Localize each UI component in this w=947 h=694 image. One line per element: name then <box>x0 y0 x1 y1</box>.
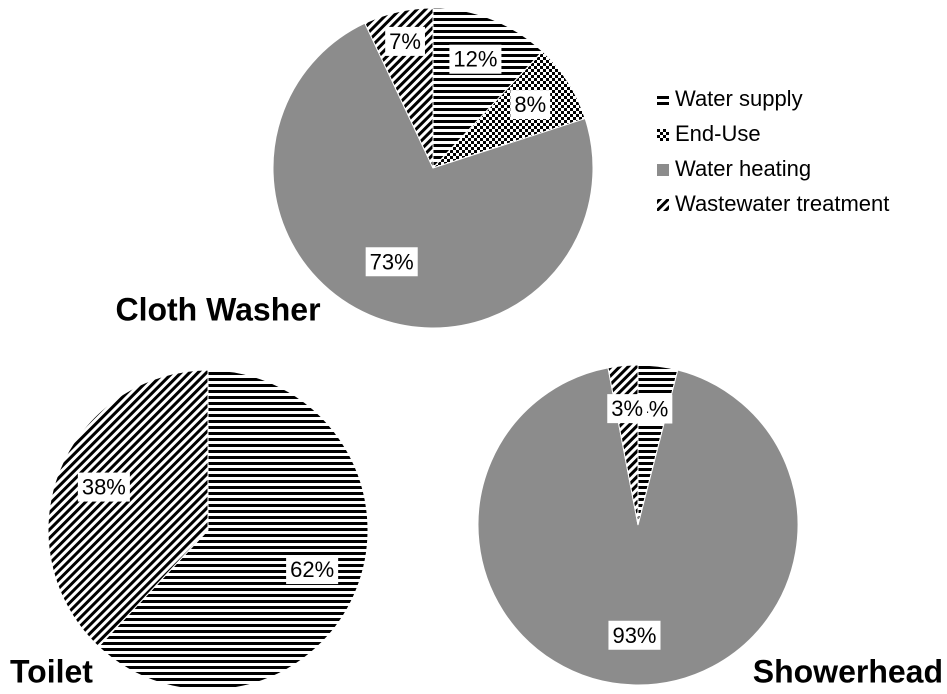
data-label: 62% <box>286 555 339 585</box>
value-label: 3% <box>611 396 643 421</box>
label-box <box>385 26 425 56</box>
chart-title: Toilet <box>10 653 93 689</box>
pie-slice <box>477 367 799 686</box>
data-label: 12% <box>449 44 502 74</box>
label-box <box>77 472 130 502</box>
legend-swatch <box>657 129 669 141</box>
chart-title: Showerhead <box>753 653 943 689</box>
legend-swatch <box>657 164 669 176</box>
chart-title: Cloth Washer <box>115 291 320 327</box>
value-label: 8% <box>514 92 546 117</box>
label-box <box>365 247 418 277</box>
value-label: 73% <box>370 249 414 274</box>
legend-label: Water heating <box>675 156 811 181</box>
pie-slice <box>47 369 209 648</box>
value-label: 62% <box>290 557 334 582</box>
value-label: 93% <box>612 623 656 648</box>
label-box <box>449 44 502 74</box>
label-box <box>510 90 551 120</box>
legend-swatch <box>657 199 669 211</box>
data-label: 93% <box>608 620 661 650</box>
legend-label: End-Use <box>675 121 761 146</box>
value-label: 12% <box>453 47 497 72</box>
data-label: 38% <box>77 472 130 502</box>
value-label: 38% <box>82 475 126 500</box>
label-box <box>607 394 648 424</box>
pie-slice <box>97 369 369 691</box>
legend-label: Wastewater treatment <box>675 191 889 216</box>
label-box <box>608 620 661 650</box>
legend-swatch <box>657 94 669 106</box>
data-label: 73% <box>365 247 418 277</box>
data-label: 8% <box>510 90 551 120</box>
data-label: 7% <box>385 26 425 56</box>
legend-label: Water supply <box>675 86 803 111</box>
data-label: 3% <box>607 394 648 424</box>
value-label: 7% <box>389 29 421 54</box>
label-box <box>286 555 339 585</box>
pie-slice <box>272 22 594 329</box>
